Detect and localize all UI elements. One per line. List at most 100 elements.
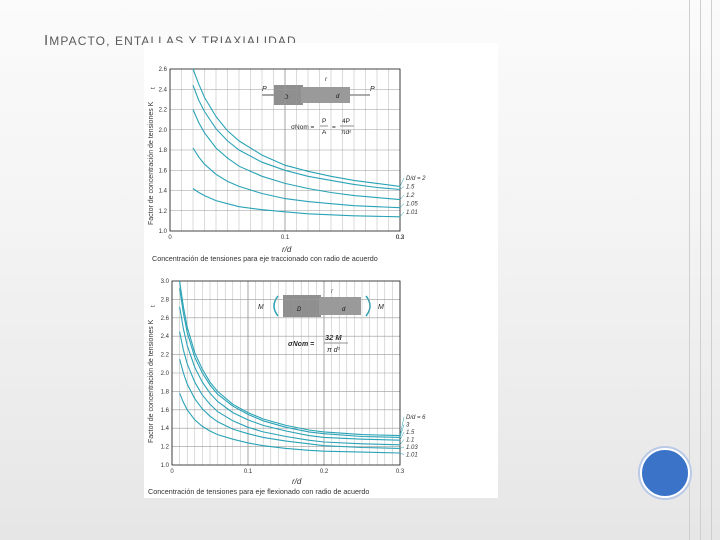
series-line bbox=[192, 188, 401, 218]
series-line bbox=[179, 392, 401, 454]
shaft-large-section bbox=[283, 295, 321, 317]
series-line bbox=[179, 280, 401, 437]
series-label: 3 bbox=[406, 423, 410, 429]
dim-d-label: d bbox=[342, 307, 346, 313]
dim-D-label: D bbox=[284, 95, 289, 101]
formula-eq2: = bbox=[332, 124, 336, 131]
y-axis-label-sub: t bbox=[151, 305, 157, 307]
series-leader-line bbox=[399, 186, 405, 190]
series-line bbox=[179, 288, 401, 438]
y-tick-label: 2.6 bbox=[161, 316, 170, 322]
series-label: 1.5 bbox=[406, 430, 415, 436]
series-label: D/d = 2 bbox=[406, 176, 426, 182]
slide-border-line bbox=[689, 0, 690, 540]
y-tick-label: 1.4 bbox=[159, 189, 168, 195]
nominal-stress-formula: σNom = P A = 4P πd² bbox=[291, 118, 354, 136]
moment-arrow-right bbox=[365, 295, 371, 317]
series-leader-line bbox=[399, 431, 405, 441]
moment-label-right: M bbox=[378, 304, 384, 311]
series-label: 1.05 bbox=[406, 202, 418, 208]
chart-caption: Concentración de tensiones para eje flex… bbox=[148, 487, 369, 496]
formula-den2: πd² bbox=[341, 129, 352, 136]
series-line bbox=[179, 331, 401, 446]
y-axis-label: Factor de concentración de tensiones K bbox=[148, 319, 155, 443]
chart-axial: Factor de concentración de tensiones K t… bbox=[148, 77, 378, 263]
series-leader-line bbox=[399, 177, 405, 187]
dim-D-label: D bbox=[297, 307, 302, 313]
y-tick-label: 2.0 bbox=[161, 371, 170, 377]
plot-frame bbox=[171, 280, 401, 466]
y-tick-label: 1.6 bbox=[161, 408, 170, 414]
y-tick-label: 2.0 bbox=[159, 128, 168, 134]
chart-bending: Factor de concentración de tensiones K t… bbox=[148, 289, 384, 496]
moment-label-left: M bbox=[258, 304, 264, 311]
series-leader-line bbox=[399, 194, 405, 200]
x-tick-label: 0.2 bbox=[396, 235, 405, 241]
formula-num1: 32 M bbox=[325, 333, 342, 342]
y-tick-label: 2.2 bbox=[161, 353, 170, 359]
series-label: 1.1 bbox=[406, 438, 414, 444]
y-tick-label: 2.6 bbox=[159, 67, 168, 73]
x-tick-label: 0 bbox=[170, 469, 174, 475]
dim-r-label: r bbox=[325, 77, 328, 83]
x-axis-label: r/d bbox=[292, 477, 302, 486]
shaft-large-section bbox=[274, 85, 303, 105]
series-line bbox=[192, 109, 401, 201]
y-tick-label: 2.8 bbox=[161, 297, 170, 303]
chart-dynamic-layer: 1.0 1.2 1.4 1.6 1.8 2.0 2.2 2.4 2.6 0 0.1 0.2 0.3 D/d… bbox=[159, 67, 427, 475]
y-tick-label: 3.0 bbox=[161, 279, 170, 285]
y-axis-label-sub: t bbox=[151, 87, 157, 89]
y-tick-label: 1.2 bbox=[159, 209, 168, 215]
dim-r-label: r bbox=[331, 289, 334, 295]
series-leader-line bbox=[399, 211, 405, 217]
formula-den1: A bbox=[322, 129, 327, 136]
plot-frame bbox=[169, 68, 401, 232]
shaft-small-section bbox=[319, 297, 361, 315]
formula-num2: 4P bbox=[342, 118, 350, 125]
x-tick-label: 0.3 bbox=[396, 469, 405, 475]
chart-caption: Concentración de tensiones para eje trac… bbox=[152, 254, 378, 263]
series-leader-line bbox=[399, 203, 405, 208]
x-tick-label: 0.1 bbox=[281, 235, 290, 241]
series-label: 1.01 bbox=[406, 453, 418, 459]
figure-panel: Factor de concentración de tensiones K t… bbox=[144, 43, 498, 498]
series-line bbox=[192, 68, 401, 187]
series-leader-line bbox=[399, 439, 405, 445]
y-tick-label: 1.2 bbox=[161, 445, 170, 451]
y-tick-label: 1.8 bbox=[159, 148, 168, 154]
series-label: 1.01 bbox=[406, 210, 418, 216]
series-label: D/d = 6 bbox=[406, 415, 426, 421]
x-axis-label: r/d bbox=[282, 245, 292, 254]
dim-d-label: d bbox=[336, 94, 340, 100]
slide-border-line bbox=[711, 0, 712, 540]
y-tick-label: 2.4 bbox=[161, 334, 170, 340]
slide-marker-circle bbox=[640, 448, 690, 498]
series-leader-line bbox=[399, 452, 405, 455]
y-tick-label: 2.2 bbox=[159, 108, 168, 114]
series-label: 1.5 bbox=[406, 185, 415, 191]
y-tick-label: 1.6 bbox=[159, 168, 168, 174]
series-label: 1.2 bbox=[406, 193, 415, 199]
shaft-diagram-tension: P P D d r bbox=[262, 77, 375, 105]
shaft-diagram-bending: M M D d r bbox=[258, 289, 384, 317]
title-first-letter: I bbox=[44, 32, 50, 49]
formula-lhs: σNom = bbox=[291, 124, 315, 131]
x-tick-label: 0.1 bbox=[244, 469, 253, 475]
figure-svg: Factor de concentración de tensiones K t… bbox=[148, 67, 427, 496]
y-axis-label: Factor de concentración de tensiones K bbox=[148, 101, 155, 225]
series-leader-line bbox=[399, 446, 405, 449]
x-tick-label: 0.2 bbox=[320, 469, 329, 475]
moment-arrow-left bbox=[273, 295, 279, 317]
series-line bbox=[192, 85, 401, 191]
x-tick-label: 0 bbox=[168, 235, 172, 241]
series-line bbox=[179, 359, 401, 449]
series-leader-line bbox=[399, 424, 405, 438]
series-line bbox=[192, 147, 401, 209]
slide-border-line bbox=[700, 0, 701, 540]
y-tick-label: 1.0 bbox=[161, 463, 170, 469]
series-leader-line bbox=[399, 416, 405, 436]
shaft-small-section bbox=[301, 87, 350, 103]
series-line bbox=[179, 306, 401, 441]
y-tick-label: 1.8 bbox=[161, 389, 170, 395]
y-tick-label: 1.4 bbox=[161, 426, 170, 432]
